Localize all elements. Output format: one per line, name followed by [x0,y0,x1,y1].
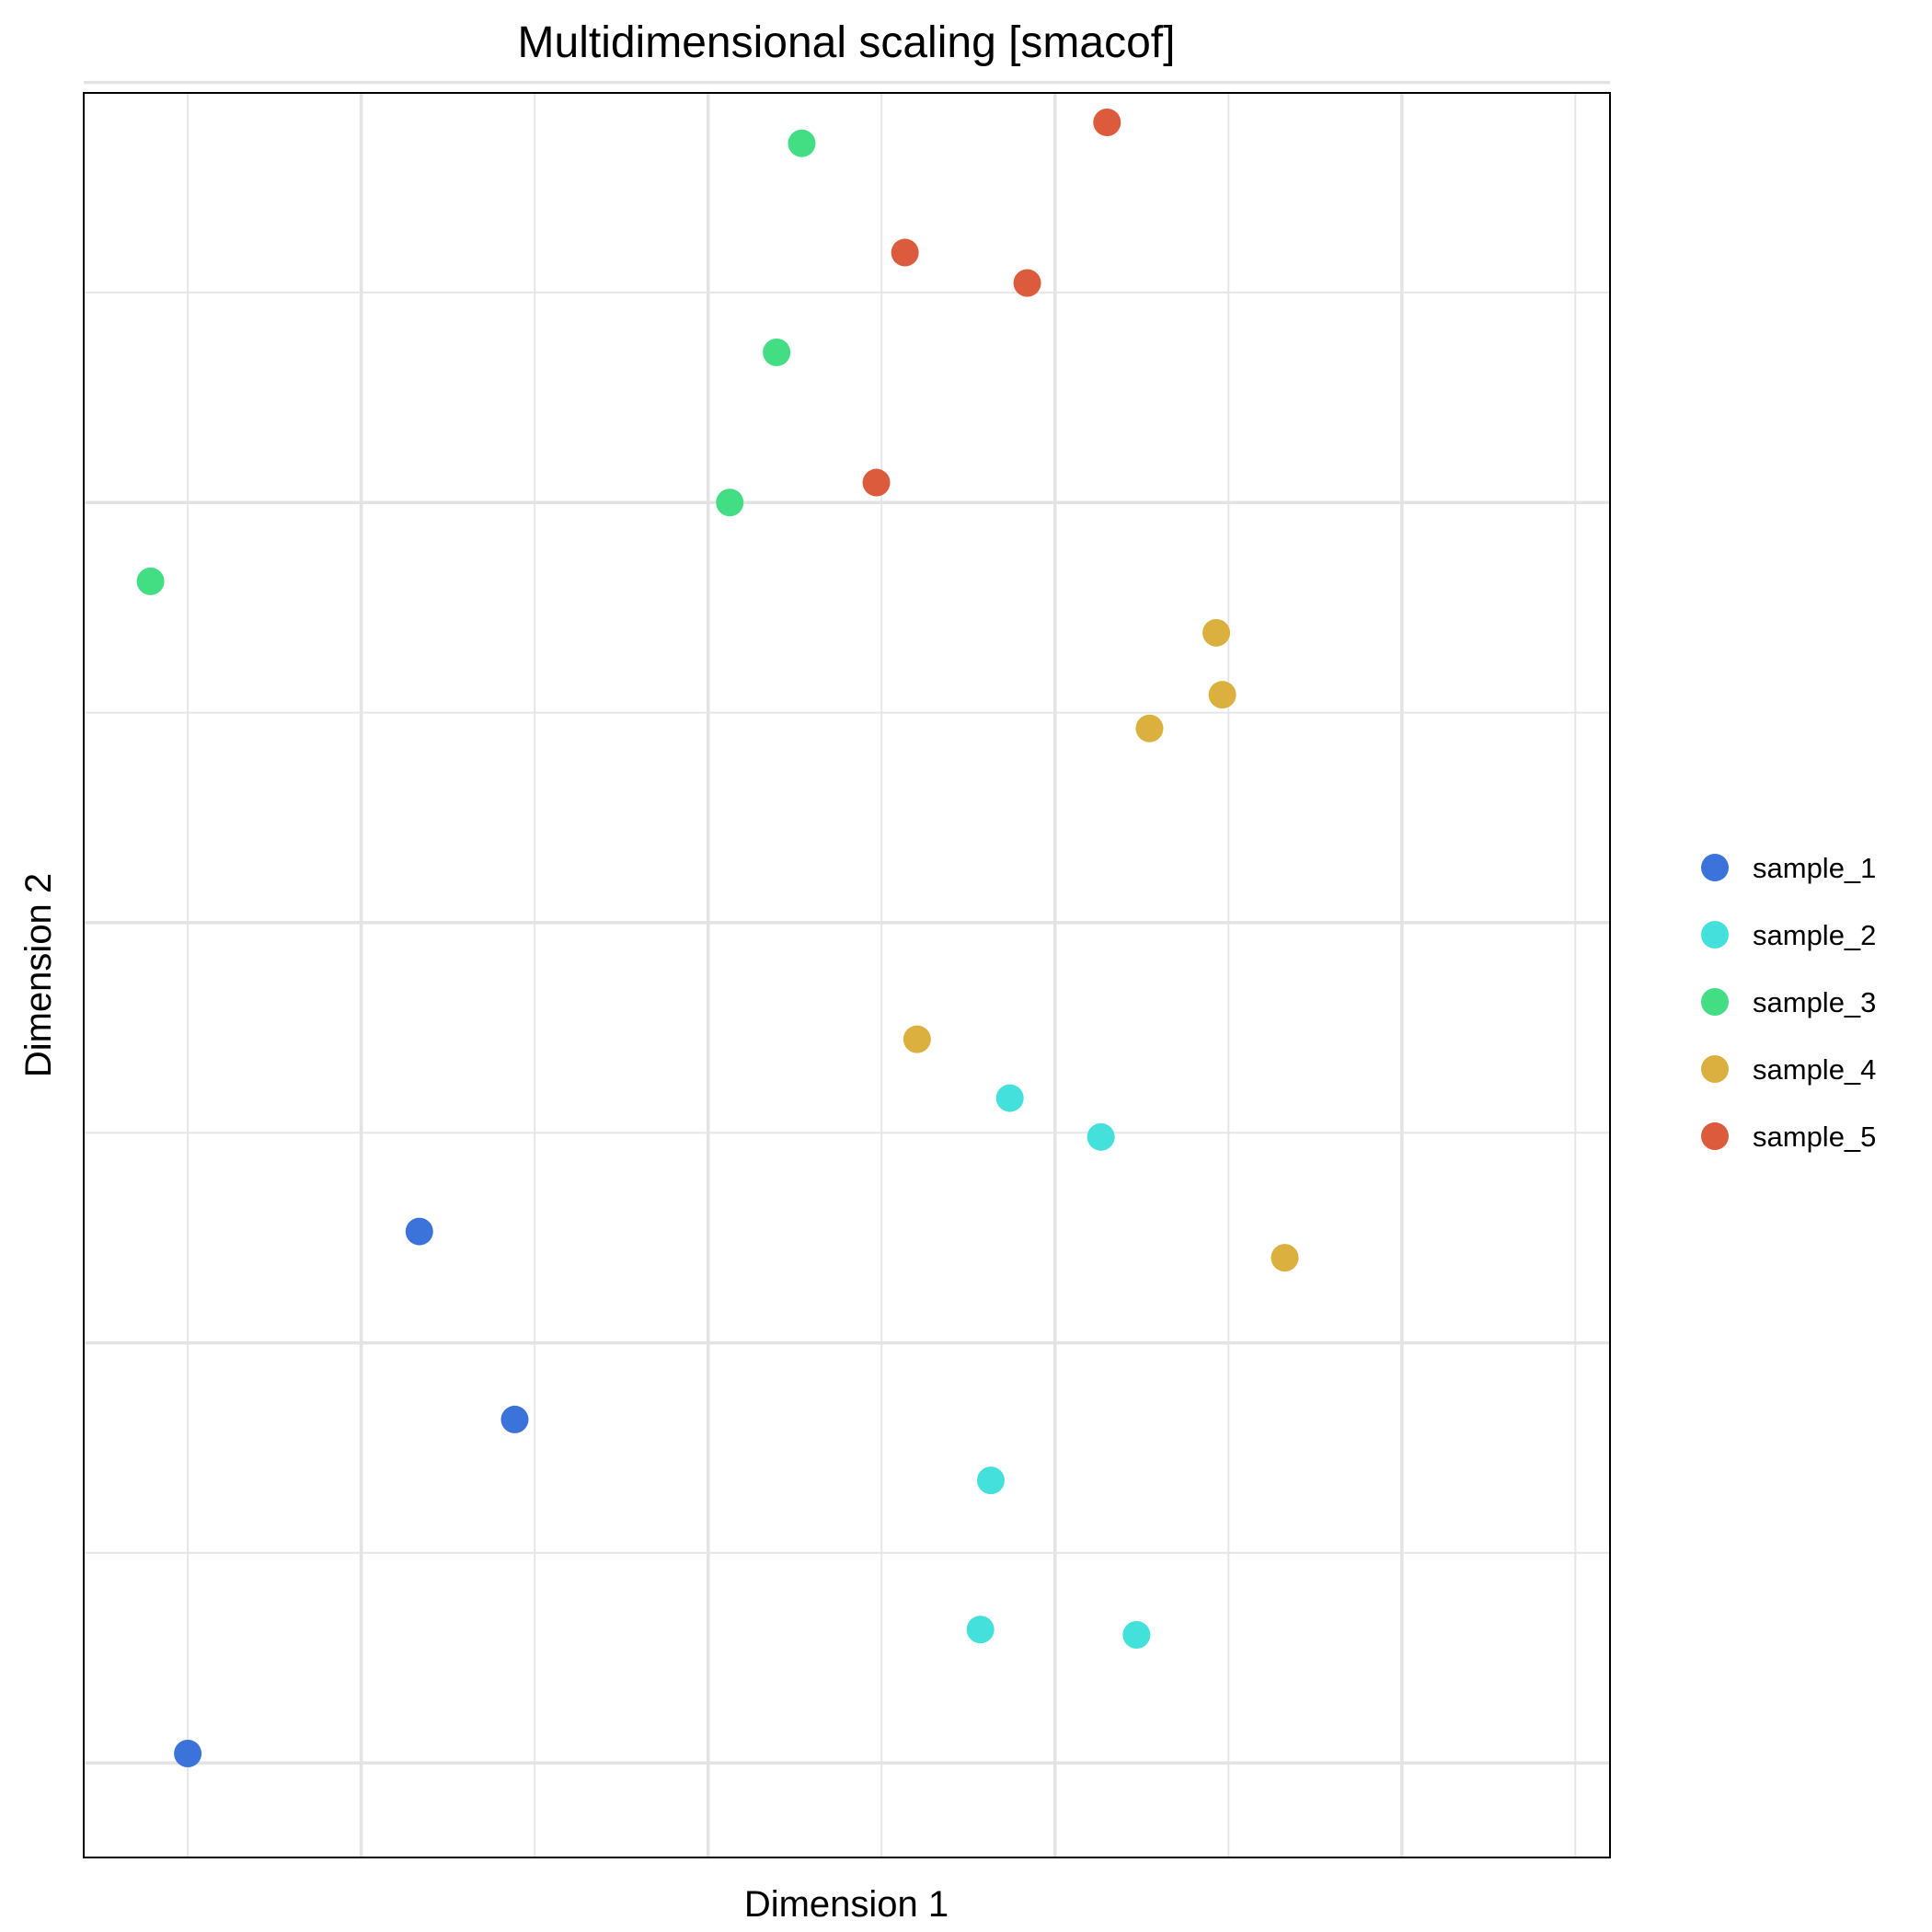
point-sample-5 [891,238,919,267]
x-axis-label: Dimension 1 [744,1884,949,1925]
point-sample-3 [716,489,744,517]
point-sample-3 [788,129,816,157]
plot-frame [83,92,1611,1858]
legend-label-sample-3: sample_3 [1753,986,1876,1018]
point-sample-2 [995,1084,1024,1112]
legend-label-sample-4: sample_4 [1753,1053,1876,1086]
point-sample-2 [966,1616,995,1644]
point-sample-2 [1087,1122,1115,1151]
legend-label-sample-1: sample_1 [1753,852,1876,884]
point-sample-5 [862,468,891,497]
point-sample-1 [405,1217,433,1246]
point-sample-3 [763,338,791,366]
point-sample-3 [136,567,165,595]
data-points [136,108,1299,1767]
point-sample-1 [500,1405,529,1433]
y-axis-label: Dimension 2 [18,873,59,1077]
point-sample-4 [1208,681,1236,709]
point-sample-5 [1093,108,1121,136]
plot-grid [84,80,1610,1857]
legend-swatch-sample-1 [1701,854,1729,881]
point-sample-4 [903,1025,931,1053]
legend-swatch-sample-5 [1701,1122,1729,1150]
legend-label-sample-2: sample_2 [1753,919,1876,951]
point-sample-4 [1202,618,1231,647]
point-sample-5 [1013,269,1041,297]
point-sample-2 [1122,1620,1151,1649]
legend-label-sample-5: sample_5 [1753,1121,1876,1153]
point-sample-4 [1271,1244,1299,1272]
point-sample-2 [976,1466,1005,1495]
legend-swatch-sample-3 [1701,988,1729,1016]
chart-title: Multidimensional scaling [smacof] [518,18,1176,67]
point-sample-1 [174,1739,202,1767]
legend-swatch-sample-2 [1701,921,1729,949]
legend: sample_1 sample_2 sample_3 sample_4 sample_5 [1701,852,1876,1153]
point-sample-4 [1135,714,1164,742]
legend-swatch-sample-4 [1701,1055,1729,1083]
